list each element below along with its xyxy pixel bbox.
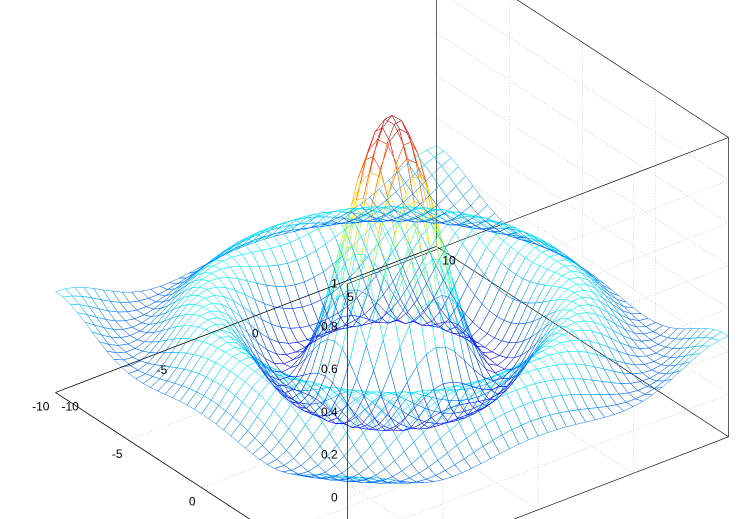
x-tick-label: 10 xyxy=(442,253,456,267)
y-tick-label: -5 xyxy=(112,447,123,461)
y-tick-label: -10 xyxy=(32,399,50,413)
z-tick-label: 0 xyxy=(331,490,338,504)
x-tick-label: -10 xyxy=(61,399,79,413)
x-tick-label: 0 xyxy=(252,326,259,340)
z-tick-label: 0.4 xyxy=(321,405,338,419)
z-tick-label: 0.8 xyxy=(321,319,338,333)
z-tick-label: 0.2 xyxy=(321,448,338,462)
z-tick-label: 1 xyxy=(331,277,338,291)
surface-plot: -0.4-0.200.20.40.60.81-10-50510-10-50510 xyxy=(0,0,744,519)
chart-container: -0.4-0.200.20.40.60.81-10-50510-10-50510 xyxy=(0,0,744,519)
x-tick-label: -5 xyxy=(157,363,168,377)
z-tick-label: 0.6 xyxy=(321,362,338,376)
y-tick-label: 0 xyxy=(189,495,196,509)
x-tick-label: 5 xyxy=(347,290,354,304)
